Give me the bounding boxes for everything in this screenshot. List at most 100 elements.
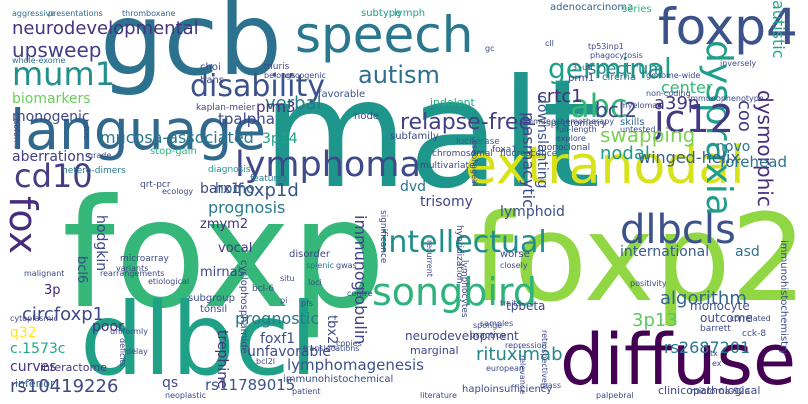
word: gcb	[100, 0, 282, 98]
word: disorder	[289, 249, 331, 260]
word: positivity	[630, 279, 667, 288]
word: songbird	[372, 270, 538, 314]
word: lymphoid	[500, 204, 565, 220]
word: subtype	[361, 8, 402, 19]
word: samples	[480, 319, 514, 328]
word: autism	[358, 61, 440, 89]
word: rs10419226	[10, 376, 119, 397]
word: lymphomagenesis	[287, 356, 424, 374]
word: monocyte	[690, 299, 750, 313]
word: bcl2l	[256, 357, 276, 366]
word: microarray	[120, 254, 169, 264]
word: 3p	[44, 283, 61, 298]
word: hodgkin	[93, 215, 109, 272]
word: isoform	[12, 118, 21, 148]
word: immunoglobulin	[351, 215, 370, 345]
word: 3p13	[632, 310, 678, 331]
word: gwas	[336, 261, 357, 270]
word: adenocarcinoma	[550, 2, 634, 13]
word: forehead	[720, 153, 787, 171]
word: tonsil	[200, 304, 228, 315]
word: mum1	[12, 55, 115, 93]
word: neoplastic	[165, 391, 207, 400]
word: crtc1	[537, 86, 583, 107]
word: translocations	[303, 344, 360, 353]
word: microrna-92a	[690, 387, 751, 397]
word: downslanting	[534, 95, 550, 189]
word: relevance	[518, 355, 527, 395]
word: monogenic	[12, 109, 90, 125]
word: full-length	[556, 125, 597, 134]
word: bcl2	[595, 98, 637, 122]
word: asd	[735, 244, 760, 260]
word: circrna	[602, 72, 637, 83]
word: micro	[82, 120, 90, 140]
word: qs	[162, 375, 179, 391]
word: tpalpha	[218, 110, 275, 128]
word: international	[620, 244, 710, 260]
word: hetero-dimers	[62, 166, 126, 176]
word: prm1	[568, 73, 595, 84]
word: ecology	[162, 187, 194, 196]
word: nodal	[600, 143, 650, 164]
word: inversely	[720, 59, 757, 68]
word: european	[486, 364, 524, 373]
word: foxp	[62, 168, 386, 342]
word: immunohistochemical	[283, 374, 394, 385]
word: lymphocytes	[459, 260, 469, 318]
word: recurrent	[425, 240, 434, 277]
word: inferior	[15, 377, 55, 390]
word: cd10	[14, 157, 93, 195]
word: worse	[500, 249, 530, 260]
word: biomarkers	[12, 91, 91, 107]
word: foxf1	[260, 331, 296, 347]
word: situ	[280, 274, 295, 283]
word: spectrometry	[546, 119, 607, 129]
word: zmym2	[200, 217, 249, 232]
word: relapse-free	[400, 110, 532, 135]
word: cll	[545, 39, 554, 48]
word: multivariate	[420, 161, 475, 171]
word: belongs	[264, 71, 296, 80]
word: diffuse	[560, 319, 797, 401]
word: barx1	[200, 181, 241, 197]
word: subfamily	[390, 131, 439, 142]
word: pi	[280, 296, 288, 305]
word: immunohistochemistry	[778, 240, 789, 356]
word: closely	[500, 261, 528, 270]
word: diagnosis	[208, 165, 251, 175]
word: traits	[500, 299, 521, 308]
word: germinal	[548, 52, 672, 85]
word: luciferase	[456, 137, 500, 147]
word: upsweep	[12, 38, 102, 62]
word: interactome	[40, 361, 107, 374]
word: qrt-pcr	[140, 180, 171, 190]
word: palpebral	[596, 391, 634, 400]
word: immunochemotherapy	[523, 117, 615, 126]
word: unfavorable	[247, 344, 331, 360]
word: rs2687201	[664, 338, 751, 357]
word: a39p	[654, 93, 700, 114]
word: genome-wide	[646, 71, 701, 80]
word: gc	[485, 44, 495, 53]
word: chromosomal	[432, 149, 493, 159]
word: node	[354, 111, 379, 122]
word: literature	[420, 391, 457, 400]
word: repression	[505, 341, 547, 350]
word: rituximab	[476, 344, 563, 365]
word: cck-8	[742, 329, 767, 339]
word: correlated	[730, 314, 771, 323]
word: bcl-6	[252, 284, 275, 294]
word: muris	[264, 62, 290, 72]
word: mass	[540, 381, 562, 390]
word: immunophenotype	[688, 94, 764, 103]
word: hans	[200, 75, 225, 86]
word: fluorescence	[500, 149, 558, 159]
word: foxp2	[471, 190, 807, 329]
word: hybridization	[454, 225, 464, 284]
word: grade	[88, 151, 112, 160]
word: practice	[470, 331, 507, 341]
word: centre	[347, 289, 373, 298]
word: tbx2r	[324, 315, 339, 350]
